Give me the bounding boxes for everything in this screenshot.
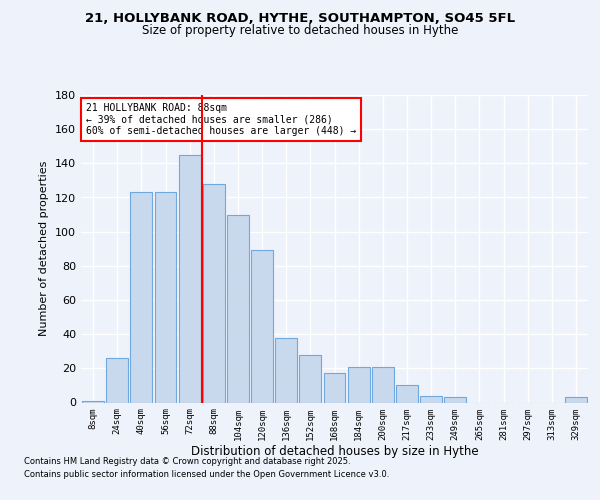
Bar <box>445 398 466 402</box>
Bar <box>372 366 394 402</box>
Bar <box>155 192 176 402</box>
Bar <box>227 214 249 402</box>
Text: Contains HM Land Registry data © Crown copyright and database right 2025.: Contains HM Land Registry data © Crown c… <box>24 458 350 466</box>
Bar <box>323 374 346 402</box>
Bar <box>275 338 297 402</box>
Bar <box>203 184 224 402</box>
Text: Size of property relative to detached houses in Hythe: Size of property relative to detached ho… <box>142 24 458 37</box>
Text: 21, HOLLYBANK ROAD, HYTHE, SOUTHAMPTON, SO45 5FL: 21, HOLLYBANK ROAD, HYTHE, SOUTHAMPTON, … <box>85 12 515 26</box>
Bar <box>82 401 104 402</box>
Bar <box>420 396 442 402</box>
Bar <box>299 354 321 403</box>
Bar <box>348 366 370 402</box>
Bar <box>106 358 128 403</box>
Bar <box>396 386 418 402</box>
X-axis label: Distribution of detached houses by size in Hythe: Distribution of detached houses by size … <box>191 445 478 458</box>
Bar <box>565 398 587 402</box>
Text: 21 HOLLYBANK ROAD: 88sqm
← 39% of detached houses are smaller (286)
60% of semi-: 21 HOLLYBANK ROAD: 88sqm ← 39% of detach… <box>86 102 356 136</box>
Bar <box>130 192 152 402</box>
Y-axis label: Number of detached properties: Number of detached properties <box>40 161 49 336</box>
Bar <box>179 155 200 402</box>
Bar <box>251 250 273 402</box>
Text: Contains public sector information licensed under the Open Government Licence v3: Contains public sector information licen… <box>24 470 389 479</box>
